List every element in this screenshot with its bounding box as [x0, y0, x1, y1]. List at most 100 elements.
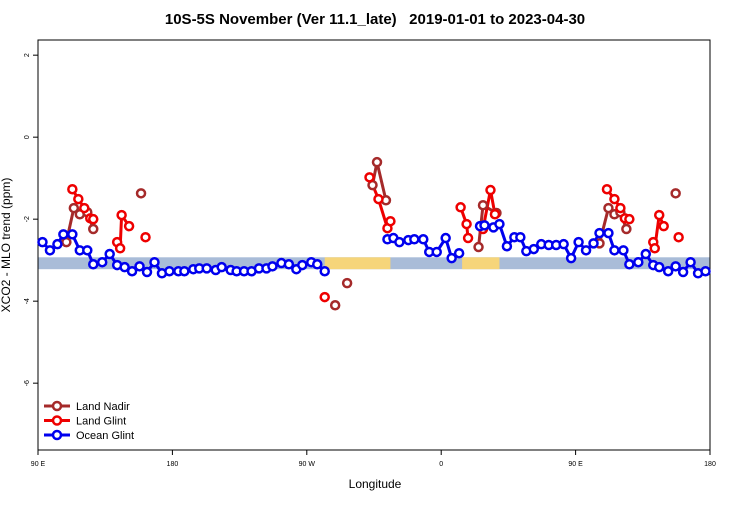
data-point	[216, 261, 227, 273]
data-point	[558, 238, 569, 250]
data-point	[88, 259, 99, 270]
data-point	[283, 259, 295, 270]
legend-marker	[51, 429, 63, 441]
data-point	[580, 245, 592, 256]
data-point	[364, 172, 375, 183]
data-point	[462, 232, 474, 244]
chart-title: 10S-5S November (Ver 11.1_late) 2019-01-…	[165, 11, 585, 28]
data-point	[119, 261, 130, 273]
data-point	[473, 241, 484, 253]
y-tick-label: -4	[24, 298, 31, 304]
y-tick-label: 2	[24, 53, 31, 57]
data-point	[624, 213, 635, 225]
data-point	[594, 227, 605, 239]
data-point	[67, 183, 78, 195]
data-point	[37, 236, 48, 248]
data-point	[418, 234, 429, 245]
y-tick-label: -2	[24, 216, 31, 222]
legend-label: Land Nadir	[76, 401, 130, 413]
land-span	[462, 257, 500, 270]
data-point	[431, 246, 442, 258]
data-point	[446, 252, 457, 264]
data-point	[341, 277, 353, 289]
x-tick-label: 180	[167, 461, 179, 468]
data-point	[68, 202, 80, 214]
x-tick-label: 0	[439, 461, 443, 468]
data-point	[267, 261, 278, 272]
plot-frame	[37, 39, 711, 451]
data-point	[609, 245, 620, 256]
data-point	[88, 213, 99, 225]
data-point	[114, 243, 126, 254]
data-point	[297, 259, 308, 271]
data-point	[371, 156, 383, 168]
data-point	[88, 223, 99, 235]
data-point	[385, 215, 396, 227]
legend-label: Ocean Glint	[76, 430, 134, 442]
data-point	[312, 259, 323, 270]
data-point	[201, 263, 212, 274]
data-point	[135, 188, 147, 199]
data-point	[601, 183, 613, 195]
data-point	[640, 248, 652, 260]
data-point	[44, 245, 56, 256]
data-point	[670, 261, 681, 272]
y-tick-label: -6	[24, 380, 31, 386]
x-axis-label: Longitude	[349, 477, 402, 491]
x-tick-label: 90 E	[568, 461, 583, 468]
x-tick-label: 90 W	[299, 461, 316, 468]
data-point	[528, 243, 540, 255]
data-point	[485, 184, 496, 196]
data-point	[501, 240, 513, 252]
data-point	[477, 199, 489, 211]
data-point	[588, 238, 599, 249]
data-point	[116, 209, 127, 221]
data-point	[52, 238, 63, 250]
data-point	[409, 234, 420, 245]
data-point	[453, 247, 465, 259]
data-point	[82, 245, 93, 256]
legend-marker	[51, 400, 63, 412]
y-axis-label: XCO2 - MLO trend (ppm)	[0, 178, 13, 313]
legend-label: Land Glint	[76, 416, 126, 428]
data-point	[649, 243, 660, 254]
data-point	[461, 218, 472, 230]
data-point	[440, 232, 451, 244]
x-tick-label: 90 E	[31, 461, 46, 468]
data-point	[609, 193, 620, 205]
data-point	[653, 261, 665, 273]
data-point	[123, 220, 135, 232]
data-point	[662, 265, 674, 277]
x-tick-label: 180	[704, 461, 716, 468]
data-point	[603, 202, 614, 214]
data-point	[79, 202, 90, 214]
data-point	[455, 202, 466, 213]
data-point	[140, 231, 151, 243]
data-point	[319, 265, 330, 277]
data-point	[653, 209, 665, 221]
data-point	[141, 266, 153, 278]
data-point	[677, 266, 689, 278]
data-point	[58, 229, 69, 240]
data-point	[615, 202, 626, 214]
legend-marker	[51, 415, 63, 426]
data-point	[373, 193, 384, 205]
data-point	[700, 265, 711, 277]
data-point	[67, 229, 78, 240]
data-point	[319, 291, 330, 303]
data-point	[565, 252, 577, 264]
data-point	[104, 248, 115, 260]
data-point	[149, 256, 160, 268]
data-point	[618, 245, 629, 256]
data-point	[73, 193, 84, 205]
data-point	[329, 300, 341, 311]
data-point	[658, 220, 669, 232]
data-point	[489, 209, 501, 220]
data-point	[624, 259, 635, 270]
data-point	[621, 223, 632, 235]
data-point	[126, 265, 138, 277]
data-point	[164, 265, 175, 277]
data-point	[96, 256, 108, 268]
